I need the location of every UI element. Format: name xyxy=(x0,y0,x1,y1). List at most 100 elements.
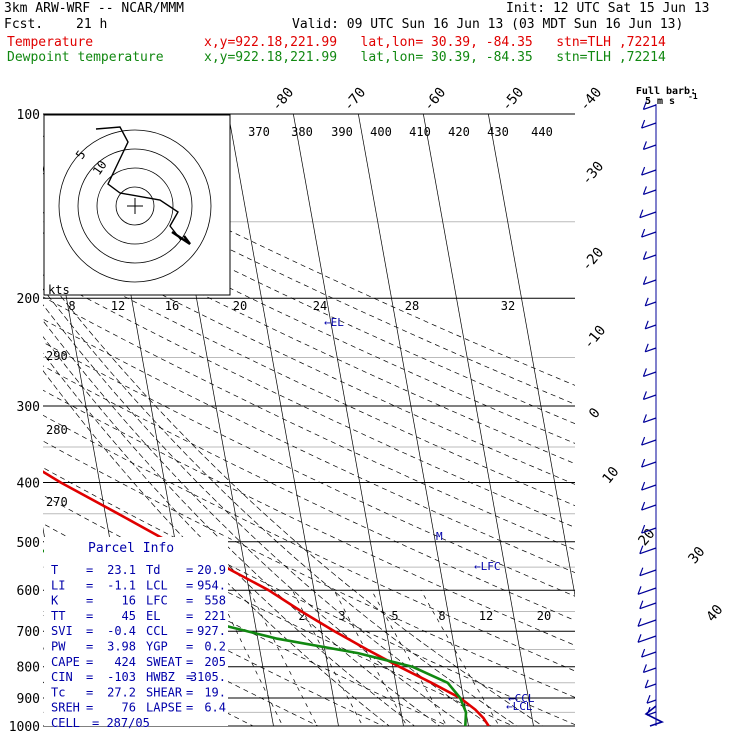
hodograph-ring xyxy=(96,167,174,245)
parcel-value: 0.2 xyxy=(204,640,226,654)
wind-barb xyxy=(641,228,646,238)
valid-time: Valid: 09 UTC Sun 16 Jun 13 (03 MDT Sun … xyxy=(292,17,684,32)
wind-barb xyxy=(645,301,657,307)
hodograph-trace-end xyxy=(171,231,191,245)
init-time: Init: 12 UTC Sat 15 Jun 13 xyxy=(506,1,710,16)
mixing-ratio-labels: 8 12 16 20 24 28 32 2 3 5 8 12 20 xyxy=(68,299,551,623)
parcel-equals: = xyxy=(86,578,93,592)
dry-adiabat-line xyxy=(43,552,384,726)
theta-label: 390 xyxy=(331,125,353,139)
mixing-ratio-label: 3 xyxy=(338,609,345,623)
isotherm-line xyxy=(487,114,575,598)
barb-legend-superscript: -1 xyxy=(688,92,698,101)
wind-barb xyxy=(637,635,657,643)
mixing-ratio-label: 24 xyxy=(313,299,327,313)
parcel-value: 27.2 xyxy=(107,685,136,699)
mixing-ratio-label: 16 xyxy=(165,299,179,313)
wind-barb xyxy=(644,679,649,688)
parcel-key: SWEAT xyxy=(146,655,182,669)
mixing-ratio-line xyxy=(292,590,364,726)
isotherm-line xyxy=(227,114,339,726)
forecast-hour: 21 h xyxy=(76,17,108,32)
annotation-el: ←EL xyxy=(324,316,344,329)
parcel-key: K xyxy=(51,594,59,608)
wind-barb xyxy=(644,320,649,329)
pressure-label: 900 xyxy=(17,692,40,707)
parcel-value: 16 xyxy=(122,594,136,608)
isotherm-line xyxy=(0,100,16,739)
wind-barb xyxy=(641,501,646,511)
dry-adiabat-line xyxy=(43,318,575,574)
isotherm-label: -20 xyxy=(579,245,608,275)
wind-barb xyxy=(641,458,646,468)
wind-barb xyxy=(641,169,657,176)
wind-barb xyxy=(644,297,649,306)
pressure-label: 700 xyxy=(17,625,40,640)
parcel-equals: = xyxy=(86,701,93,715)
parcel-value: 76 xyxy=(122,701,136,715)
parcel-key: T xyxy=(51,563,58,577)
wind-barb xyxy=(646,699,657,704)
mixing-ratio-label: 12 xyxy=(111,299,125,313)
theta-label: 410 xyxy=(409,125,431,139)
wind-barb xyxy=(641,461,657,468)
parcel-equals: = xyxy=(86,685,93,699)
pressure-label: 800 xyxy=(17,661,40,676)
moist-adiabat-line xyxy=(43,320,466,726)
wind-barb xyxy=(637,587,657,595)
wind-barb xyxy=(642,101,647,110)
wind-barb xyxy=(643,189,657,195)
mixing-ratio-label: 20 xyxy=(537,609,551,623)
wind-barb xyxy=(641,651,657,658)
dry-adiabat-line xyxy=(43,154,575,405)
dry-adiabat-line xyxy=(43,192,575,444)
parcel-equals: = xyxy=(186,594,193,608)
pressure-label: 400 xyxy=(17,476,40,491)
wind-barbs: Full barb:5 m s -1 xyxy=(636,86,698,727)
wind-barb xyxy=(642,276,647,285)
parcel-key: HWBZ xyxy=(146,670,175,684)
wind-barb xyxy=(641,648,646,658)
parcel-key: LI xyxy=(51,578,65,592)
pressure-label: 300 xyxy=(17,400,40,415)
dry-adiabat-label: 290 xyxy=(46,349,68,363)
parcel-key: CIN xyxy=(51,670,73,684)
wind-barb xyxy=(643,104,657,110)
hodograph-ring xyxy=(77,148,193,264)
wind-barb xyxy=(642,141,647,150)
annotation-ccl: ←CCL xyxy=(508,692,535,705)
wind-barb xyxy=(639,569,657,577)
parcel-key: SHEAR xyxy=(146,685,183,699)
parcel-value: 23.1 xyxy=(107,563,136,577)
parcel-equals: = xyxy=(86,624,93,638)
wind-barb xyxy=(642,414,647,423)
parcel-value: 424 xyxy=(114,655,136,669)
dry-adiabat-line xyxy=(43,341,575,597)
parcel-value: 45 xyxy=(122,609,136,623)
isotherm-label: 0 xyxy=(586,405,604,422)
hodograph-frame xyxy=(43,114,231,296)
dry-adiabat-line xyxy=(43,467,575,726)
parcel-equals: = xyxy=(86,563,93,577)
parcel-key: SREH xyxy=(51,701,80,715)
wind-barb-surface xyxy=(644,705,665,727)
wind-barb xyxy=(644,343,649,352)
moist-adiabat-line xyxy=(43,273,544,726)
mixing-ratio-line xyxy=(249,590,318,726)
annotation-lcl: ←LCL xyxy=(506,700,533,713)
theta-label: 420 xyxy=(448,125,470,139)
isotherm-label: -80 xyxy=(269,85,298,115)
isotherm-label: 40 xyxy=(703,602,726,625)
parcel-equals: = xyxy=(186,655,193,669)
moist-adiabat-line xyxy=(43,288,518,726)
wind-barb xyxy=(639,600,644,609)
parcel-value: 558 xyxy=(204,594,226,608)
parcel-value: 3105. xyxy=(190,670,226,684)
isotherm-label: 30 xyxy=(685,544,708,567)
parcel-value: 927. xyxy=(197,624,226,638)
moist-adiabat-line xyxy=(43,370,390,726)
parcel-equals: = xyxy=(186,670,193,684)
isotherm-label: -50 xyxy=(499,85,528,115)
wind-barb xyxy=(642,664,647,673)
